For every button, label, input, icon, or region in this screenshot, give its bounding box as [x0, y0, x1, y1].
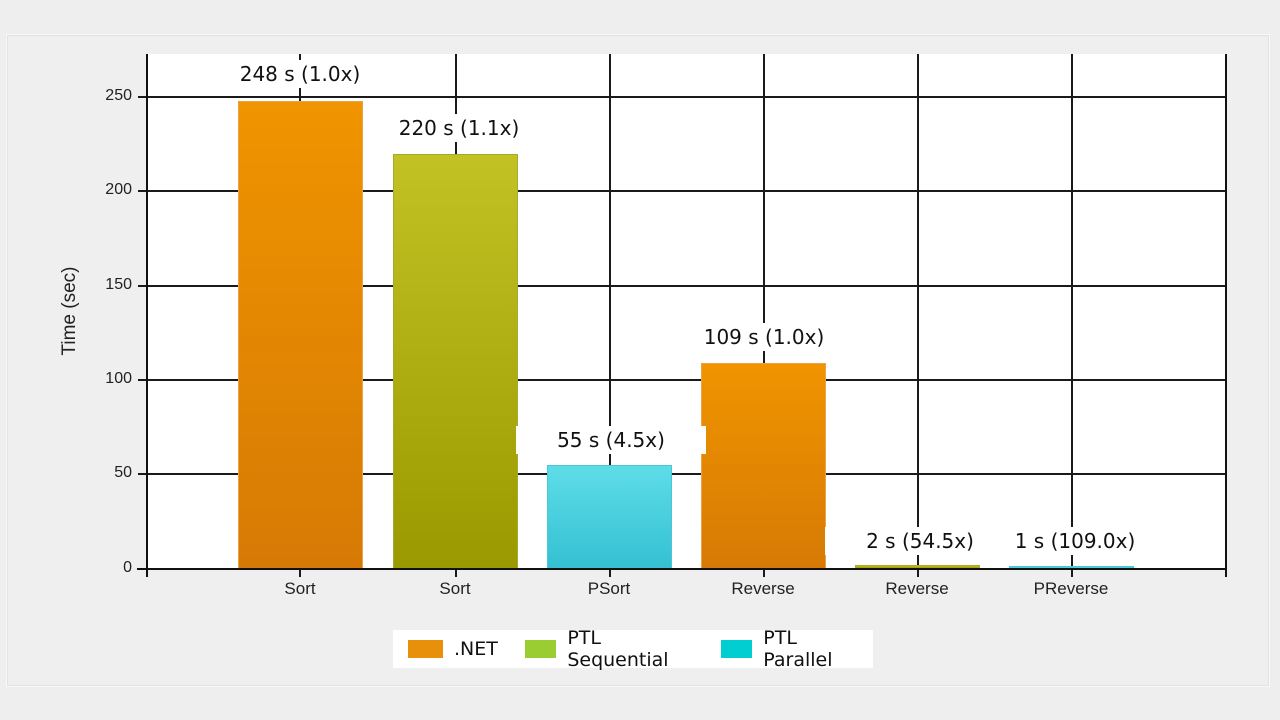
vgrid-3 [609, 54, 611, 577]
y-axis-label: Time (sec) [59, 266, 80, 356]
bar-ptl-parallel-psort [547, 465, 672, 569]
legend-label-ptl-parallel: PTL Parallel [763, 627, 833, 671]
legend-item-net: .NET [408, 638, 498, 660]
vgrid-6 [1071, 54, 1073, 577]
legend-item-ptl-parallel: PTL Parallel [720, 627, 861, 671]
data-label-1: 248 s (1.0x) [205, 60, 395, 88]
y-tick-200: 200 [105, 181, 132, 198]
gridline-100 [138, 379, 1226, 381]
x-axis [137, 568, 1227, 570]
y-tick-150: 150 [105, 276, 132, 293]
data-label-6: 1 s (109.0x) [980, 527, 1170, 555]
y-tick-250: 250 [105, 87, 132, 104]
y-tick-0: 0 [123, 559, 132, 576]
gridline-50 [138, 473, 1226, 475]
legend-label-ptl-sequential: PTL Sequential [567, 627, 669, 671]
legend-swatch-net [408, 640, 443, 658]
legend-label-net: .NET [454, 638, 498, 660]
y-tick-50: 50 [114, 464, 132, 481]
legend-item-ptl-sequential: PTL Sequential [524, 627, 694, 671]
gridline-250 [138, 96, 1226, 98]
x-tick-reverse-2: Reverse [885, 579, 949, 598]
y-tick-100: 100 [105, 370, 132, 387]
gridline-150 [138, 285, 1226, 287]
right-border [1225, 54, 1227, 577]
data-label-3: 55 s (4.5x) [516, 426, 706, 454]
bar-ptl-sequential-sort [393, 154, 518, 569]
gridline-200 [138, 190, 1226, 192]
data-label-2: 220 s (1.1x) [364, 114, 554, 142]
bar-net-reverse [701, 363, 826, 569]
x-tick-psort: PSort [587, 579, 631, 598]
x-tick-sort-1: Sort [284, 579, 316, 598]
chart-legend: .NET PTL Sequential PTL Parallel [393, 627, 873, 671]
vgrid-5 [917, 54, 919, 577]
bar-net-sort [238, 101, 363, 569]
legend-swatch-ptl-parallel [720, 640, 753, 658]
x-tick-sort-2: Sort [439, 579, 471, 598]
legend-swatch-ptl-sequential [524, 640, 557, 658]
data-label-4: 109 s (1.0x) [669, 323, 859, 351]
x-tick-reverse-1: Reverse [731, 579, 795, 598]
y-axis [146, 54, 148, 577]
vgrid-4 [763, 54, 765, 577]
x-tick-preverse: PReverse [1033, 579, 1109, 598]
